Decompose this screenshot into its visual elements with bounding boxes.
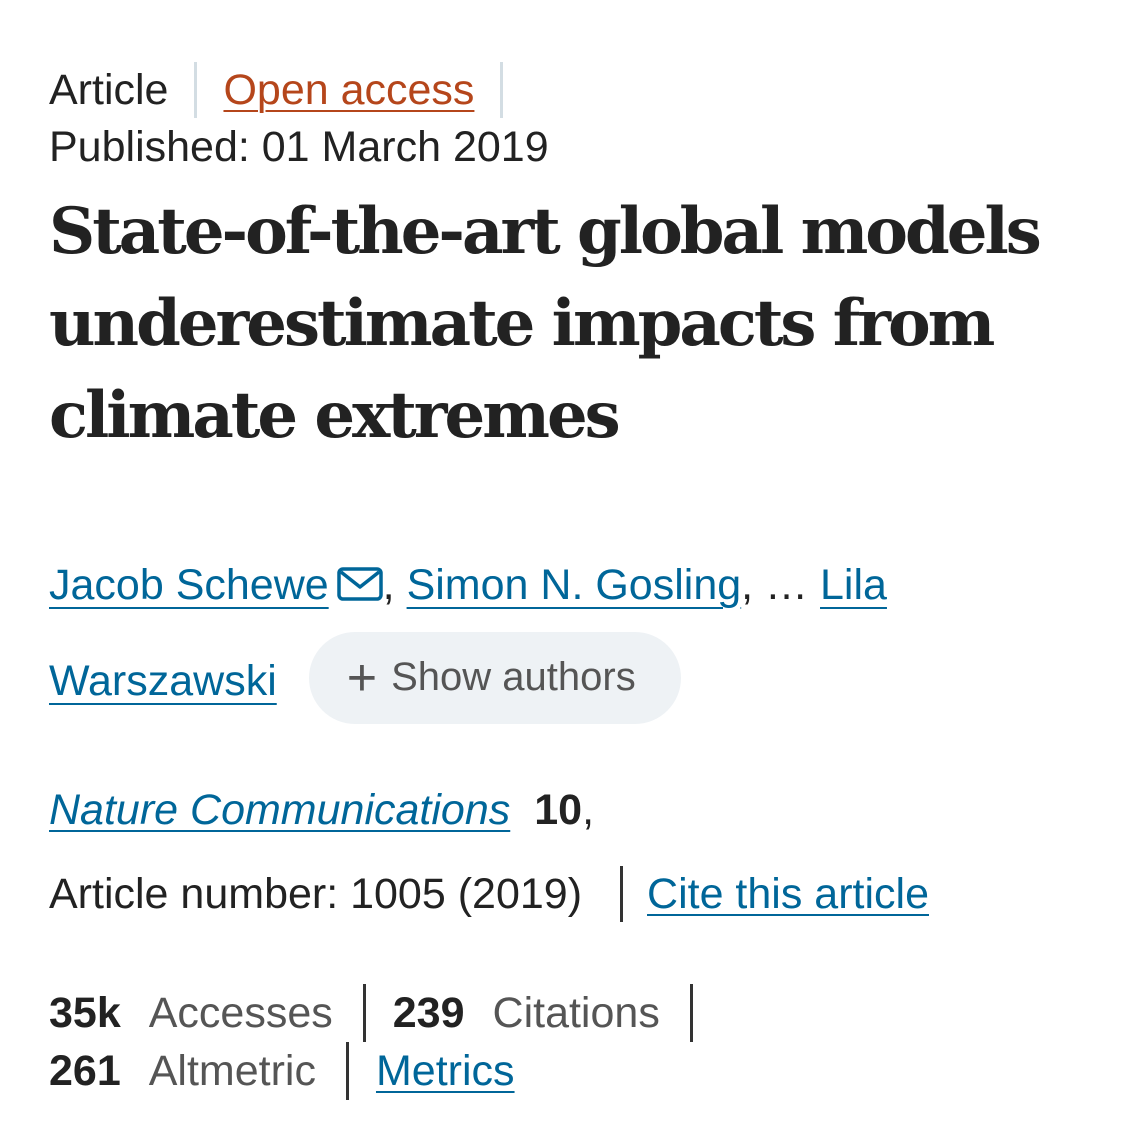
altmetric-score: 261 (49, 1046, 121, 1095)
divider (345, 1041, 349, 1100)
cite-this-article-link[interactable]: Cite this article (647, 869, 929, 918)
open-access-link[interactable]: Open access (223, 66, 475, 114)
page-title: State-of-the-art global models underesti… (49, 194, 1042, 453)
article-number-row: Article number: 1005 (2019) Cite this ar… (49, 865, 1079, 922)
mail-icon[interactable] (336, 540, 383, 634)
metrics-row-2: 261 Altmetric Metrics (49, 1041, 1079, 1100)
author-list: Jacob Schewe, Simon N. Gosling, … Lila W… (49, 538, 1079, 730)
article-header: Article Open access Published: 01 March … (49, 62, 1079, 1100)
divider (362, 983, 366, 1042)
published-date: Published: 01 March 2019 (49, 123, 549, 171)
author-ellipsis: , … (741, 561, 809, 609)
divider (689, 983, 693, 1042)
article-number: Article number: 1005 (2019) (49, 869, 583, 918)
volume-number: 10 (534, 785, 583, 834)
divider (620, 865, 624, 922)
article-type: Article (49, 66, 169, 114)
metrics-link[interactable]: Metrics (375, 1046, 515, 1095)
plus-icon: + (346, 648, 378, 707)
show-authors-label: Show authors (391, 655, 636, 700)
author-link-lila-warszawski[interactable]: Lila Warszawski (49, 561, 887, 705)
author-link-jacob-schewe[interactable]: Jacob Schewe (49, 561, 329, 609)
volume-suffix: , (582, 785, 595, 834)
citations-label: Citations (492, 988, 660, 1037)
divider (500, 62, 504, 118)
author-link-simon-gosling[interactable]: Simon N. Gosling (406, 561, 742, 609)
show-authors-button[interactable]: + Show authors (308, 631, 681, 724)
author-separator: , (382, 561, 395, 609)
citations-count: 239 (392, 988, 465, 1037)
altmetric-label: Altmetric (148, 1046, 316, 1095)
article-meta: Article Open access (49, 62, 1079, 118)
accesses-count: 35k (49, 988, 121, 1037)
accesses-label: Accesses (148, 988, 333, 1037)
metrics-row-1: 35k Accesses 239 Citations (49, 983, 1079, 1042)
divider (194, 62, 198, 118)
journal-citation: Nature Communications 10, (49, 782, 1079, 838)
journal-link[interactable]: Nature Communications (49, 785, 511, 834)
